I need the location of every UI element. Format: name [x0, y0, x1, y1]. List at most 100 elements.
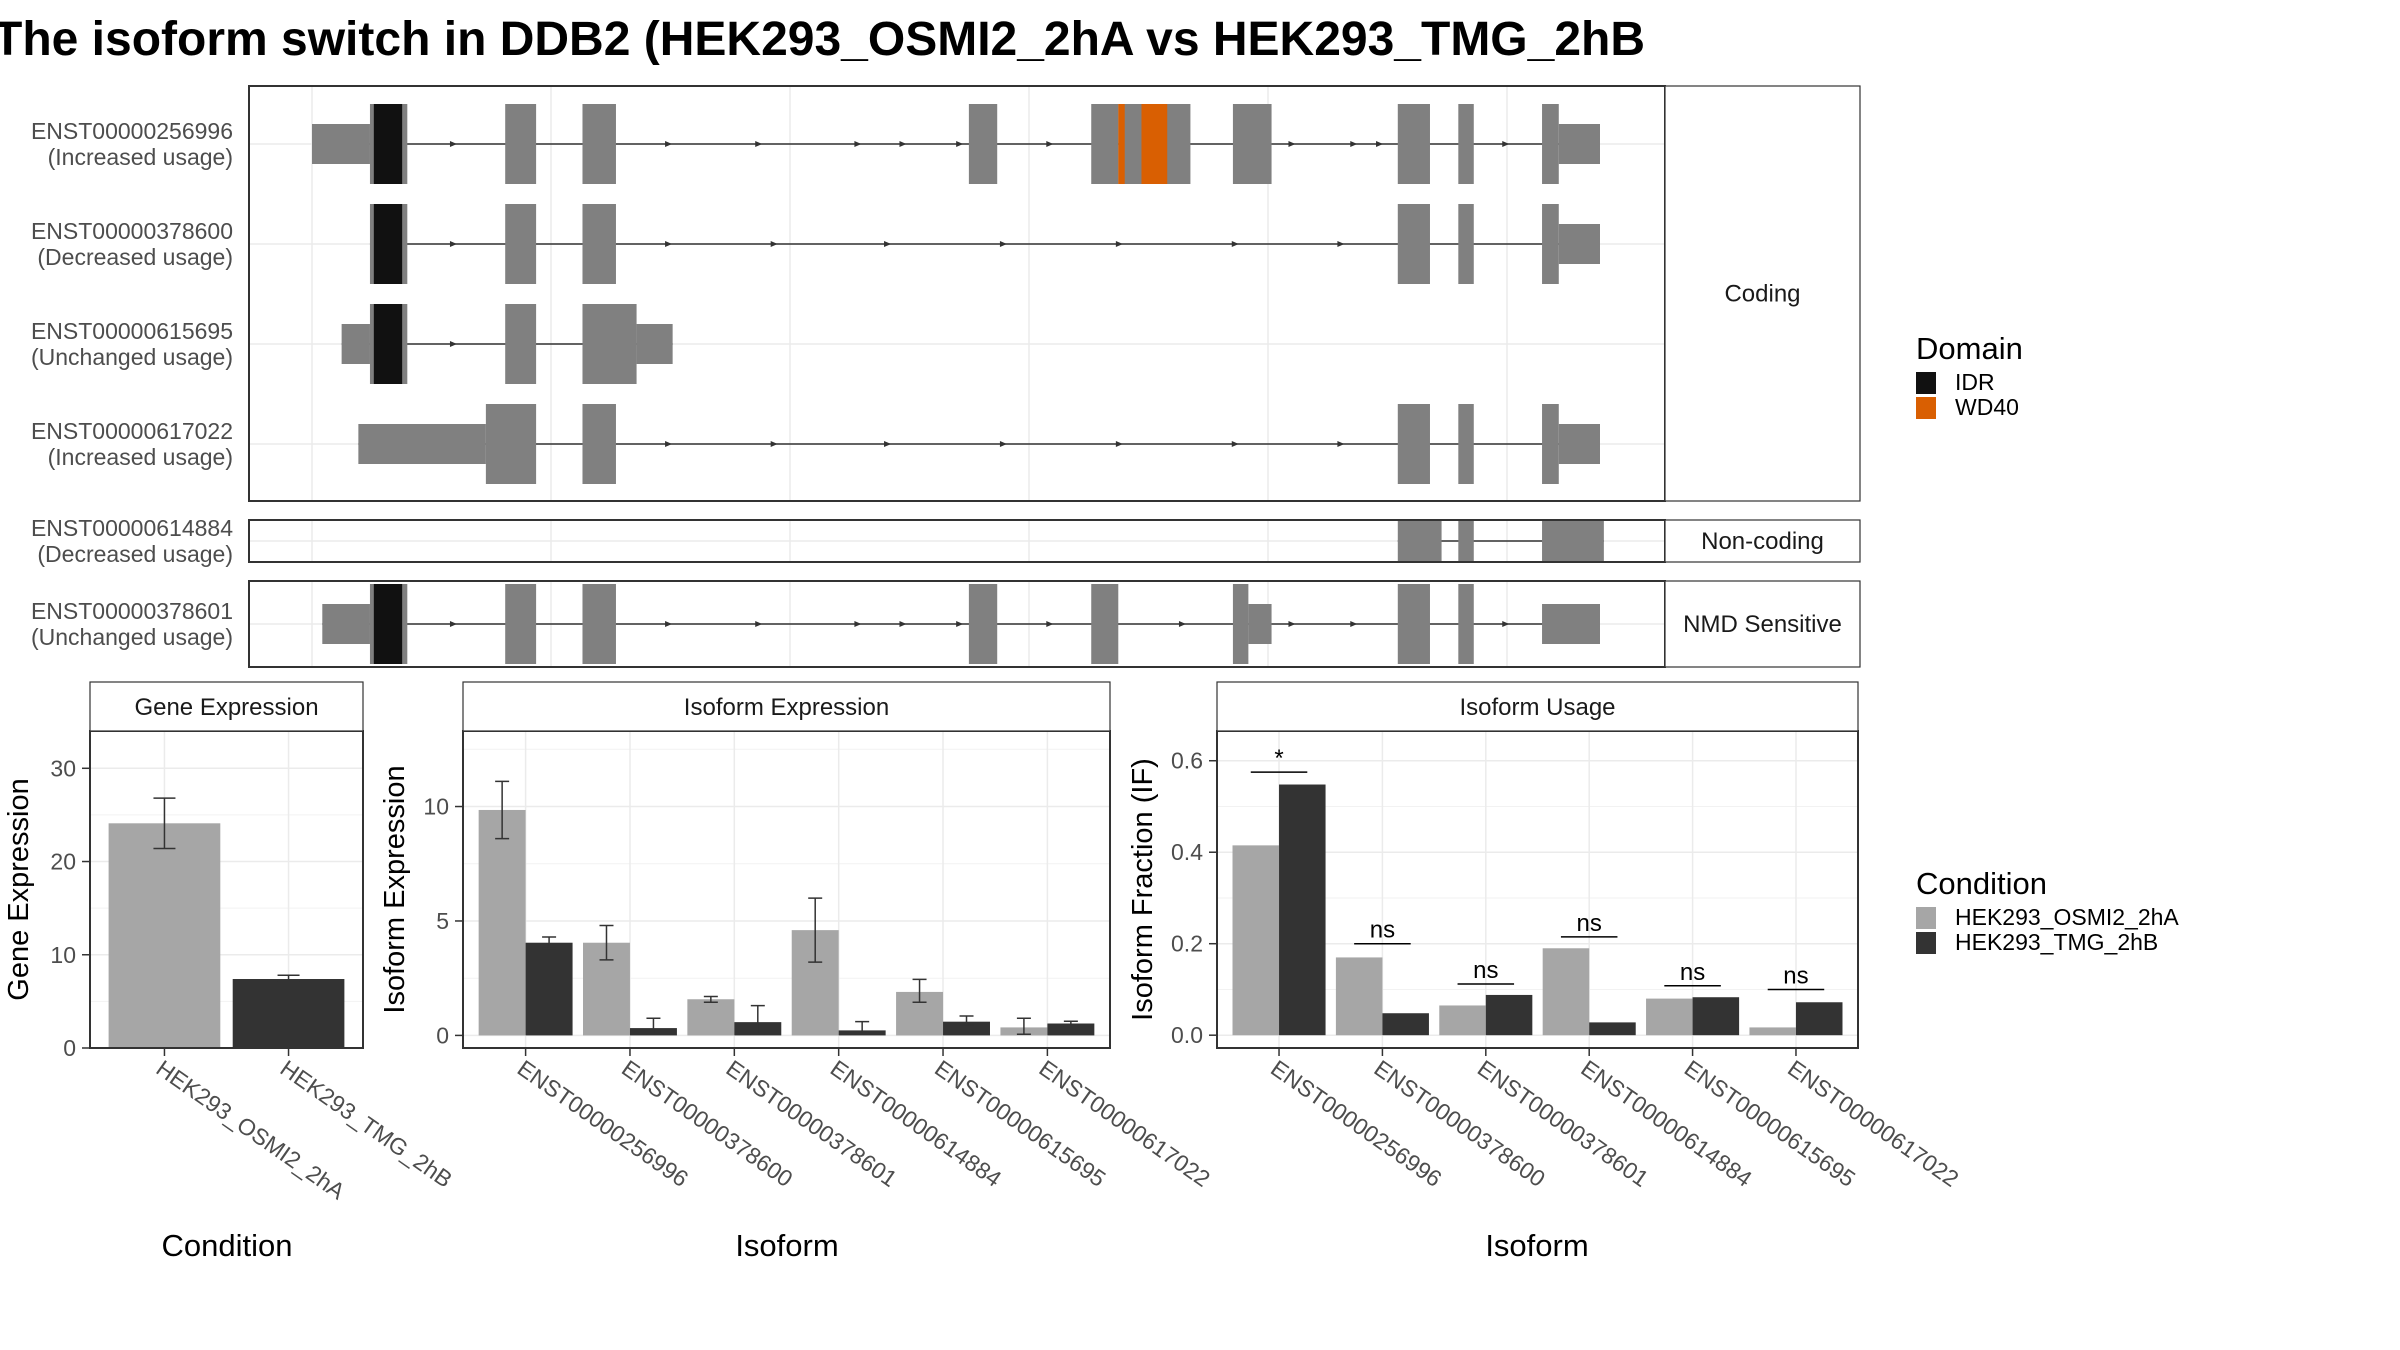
legend-label: HEK293_TMG_2hB	[1955, 929, 2158, 955]
transcript-usage-label: (Unchanged usage)	[31, 624, 233, 650]
exon	[582, 304, 637, 384]
bar	[1439, 1005, 1486, 1036]
y-tick-label: 10	[423, 794, 449, 820]
exon	[1458, 104, 1474, 184]
y-tick-label: 10	[50, 942, 76, 968]
y-tick-label: 0	[436, 1022, 449, 1048]
x-tick-label: ENST00000378600	[1370, 1055, 1550, 1192]
transcript-id-label: ENST00000378601	[31, 598, 233, 624]
facet-strip-label: Non-coding	[1701, 528, 1824, 555]
bar	[1795, 1002, 1843, 1036]
significance-label: ns	[1783, 962, 1808, 989]
y-tick-label: 0.4	[1171, 839, 1203, 865]
bar	[478, 809, 526, 1036]
y-tick-label: 0.6	[1171, 748, 1203, 774]
facet-strip	[89, 681, 364, 732]
facet-strip-label: Coding	[1724, 281, 1800, 308]
strand-arrow	[770, 441, 778, 447]
error-bar	[703, 995, 718, 1003]
x-tick-label: ENST00000378600	[617, 1055, 797, 1192]
error-bar	[1016, 1017, 1031, 1036]
facet-strip-label: Isoform Expression	[684, 694, 889, 721]
transcript-usage-label: (Increased usage)	[48, 144, 233, 170]
y-tick-label: 0	[63, 1035, 76, 1061]
legend-label: IDR	[1955, 369, 1995, 395]
significance-label: *	[1274, 745, 1283, 772]
transcript-facet-coding: ENST00000256996(Increased usage)ENST0000…	[31, 85, 1861, 502]
strand-arrow	[1046, 141, 1054, 147]
bar	[1232, 845, 1280, 1036]
exon	[1232, 104, 1272, 184]
significance-label: ns	[1473, 957, 1498, 984]
strand-arrow	[999, 441, 1007, 447]
x-tick-label: ENST00000614884	[1576, 1055, 1757, 1192]
legend-key	[1916, 932, 1936, 954]
x-tick-label: ENST00000256996	[1266, 1055, 1446, 1192]
x-tick-label: ENST00000378601	[1473, 1055, 1653, 1192]
strand-arrow	[1115, 441, 1123, 447]
x-tick-label: ENST00000617022	[1783, 1055, 1963, 1192]
bar	[1047, 1023, 1095, 1036]
bar	[687, 999, 735, 1036]
strand-arrow	[449, 341, 457, 347]
strand-arrow	[956, 621, 964, 627]
exon	[1397, 521, 1442, 561]
strand-arrow	[1376, 141, 1384, 147]
transcript-facet-non-coding: ENST00000614884(Decreased usage) Non-codi…	[31, 515, 1861, 567]
significance-label: ns	[1680, 959, 1705, 986]
strand-arrow	[1115, 241, 1123, 247]
bar	[1692, 997, 1740, 1036]
strand-arrow	[899, 141, 907, 147]
y-tick-label: 5	[436, 908, 449, 934]
utr-exon	[341, 324, 370, 364]
strand-arrow	[755, 621, 763, 627]
transcript-id-label: ENST00000617022	[31, 418, 233, 444]
legend-title: Domain	[1916, 331, 2023, 366]
strand-arrow	[1046, 621, 1054, 627]
facet-strip-label: Isoform Usage	[1459, 694, 1615, 721]
bar-panel-isoform-usage: * ns ns ns ns ns Isoform Usage 0.0 0.2 0.4 0.6 ENST…	[1127, 681, 1964, 1263]
transcript-row: ENST00000614884(Decreased usage)	[31, 515, 1604, 567]
strand-arrow	[1288, 621, 1296, 627]
exon	[1232, 584, 1249, 664]
legend-key	[1916, 907, 1936, 929]
exon	[485, 404, 537, 484]
exon	[1397, 104, 1430, 184]
transcript-row: ENST00000378601(Unchanged usage)	[31, 584, 1600, 664]
strand-arrow	[1502, 621, 1510, 627]
strand-arrow	[665, 241, 673, 247]
bar	[1542, 948, 1590, 1036]
bar	[1382, 1013, 1429, 1036]
bar	[1749, 1027, 1796, 1036]
strand-arrow	[1337, 441, 1345, 447]
error-bar	[1063, 1020, 1078, 1028]
transcript-facet-nmd-sensitive: ENST00000378601(Unchanged usage) NMD Sens…	[31, 580, 1861, 668]
x-axis-title: Condition	[162, 1228, 293, 1263]
transcript-row: ENST00000378600(Decreased usage)	[31, 204, 1600, 284]
x-axis-title: Isoform	[735, 1228, 838, 1263]
transcript-id-label: ENST00000614884	[31, 515, 233, 541]
bar-panel-isoform-expression: Isoform Expression0510ENST00000256996ENS…	[379, 681, 1215, 1263]
x-tick-label: ENST00000615695	[1680, 1055, 1860, 1192]
error-bar	[495, 780, 510, 840]
transcript-usage-label: (Unchanged usage)	[31, 344, 233, 370]
legend-label: HEK293_OSMI2_2hA	[1955, 904, 2179, 930]
error-bar	[599, 924, 614, 961]
transcript-id-label: ENST00000256996	[31, 118, 233, 144]
significance-label: ns	[1577, 910, 1602, 937]
legend-title: Condition	[1916, 866, 2047, 901]
transcript-usage-label: (Increased usage)	[48, 444, 233, 470]
domain-idr	[373, 304, 403, 384]
facet-strip	[462, 681, 1111, 732]
transcript-row: ENST00000615695(Unchanged usage)	[31, 304, 673, 384]
strand-arrow	[770, 241, 778, 247]
strand-arrow	[665, 141, 673, 147]
x-tick-label: ENST00000615695	[930, 1055, 1110, 1192]
bar	[1485, 994, 1533, 1036]
utr-exon	[322, 604, 370, 644]
exon	[505, 204, 537, 284]
exon	[1458, 204, 1474, 284]
facet-strip-label: NMD Sensitive	[1683, 611, 1842, 638]
